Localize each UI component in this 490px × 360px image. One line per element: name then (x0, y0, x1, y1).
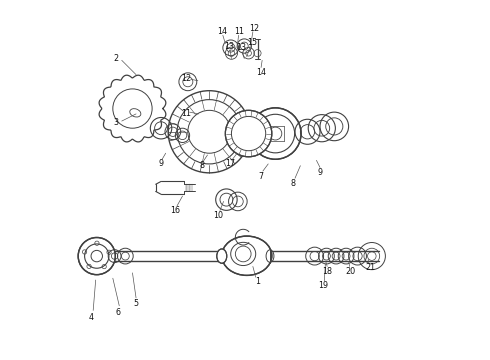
Text: 19: 19 (318, 281, 329, 290)
Text: 20: 20 (345, 267, 355, 276)
Text: 10: 10 (213, 211, 223, 220)
Text: 12: 12 (181, 74, 191, 83)
Text: 13: 13 (237, 43, 246, 52)
Circle shape (249, 108, 301, 159)
Text: 9: 9 (158, 159, 164, 168)
Ellipse shape (217, 249, 227, 263)
Text: 14: 14 (217, 27, 227, 36)
Text: 6: 6 (116, 308, 121, 317)
Text: 13: 13 (224, 41, 234, 50)
Text: 11: 11 (181, 109, 191, 118)
Text: 3: 3 (114, 118, 119, 127)
Ellipse shape (222, 236, 272, 275)
Text: 2: 2 (114, 54, 119, 63)
Text: 4: 4 (88, 313, 93, 322)
Text: 8: 8 (199, 161, 205, 170)
Text: 5: 5 (133, 299, 139, 308)
Text: 17: 17 (226, 159, 236, 168)
Text: 12: 12 (249, 24, 259, 33)
Circle shape (225, 111, 272, 157)
Text: 21: 21 (365, 263, 375, 272)
Text: 14: 14 (256, 68, 266, 77)
Text: 7: 7 (259, 172, 264, 181)
Circle shape (78, 238, 115, 275)
Text: 8: 8 (291, 179, 296, 188)
Text: 9: 9 (318, 168, 322, 177)
Text: 15: 15 (247, 38, 257, 47)
Text: 16: 16 (171, 206, 180, 215)
Text: 1: 1 (255, 277, 260, 286)
Text: 18: 18 (322, 267, 332, 276)
Text: 11: 11 (235, 27, 245, 36)
Polygon shape (99, 75, 166, 142)
